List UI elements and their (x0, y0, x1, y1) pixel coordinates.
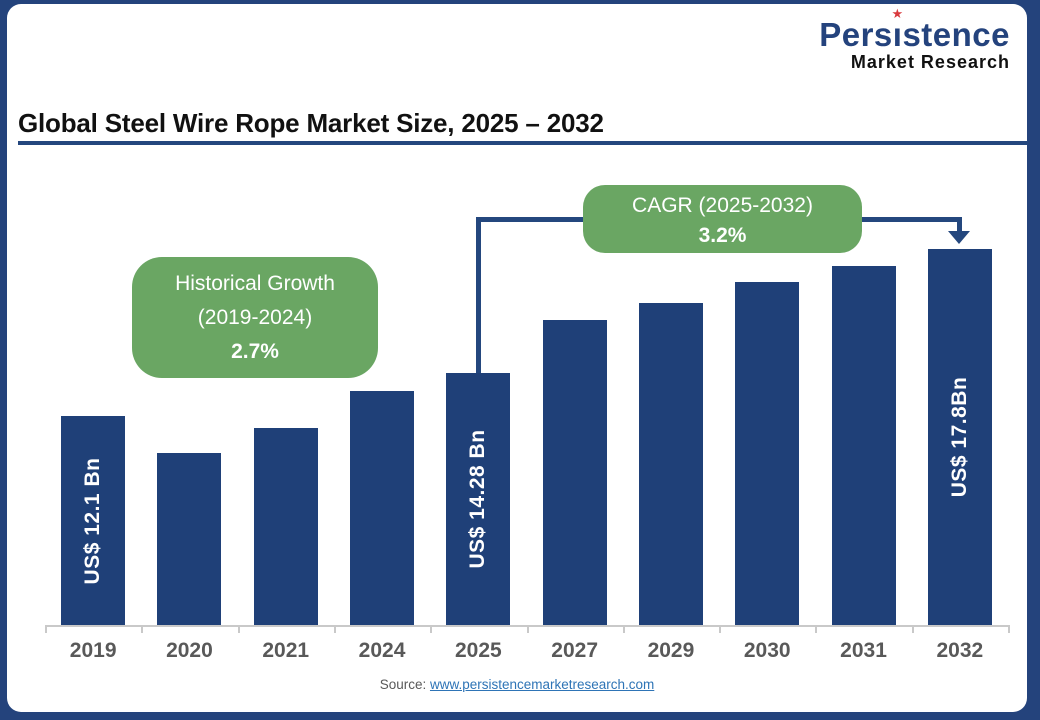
title-underline (18, 141, 1028, 145)
bar-value-label-2019: US$ 12.1 Bn (81, 457, 105, 584)
arrow-down-icon (948, 231, 970, 244)
year-label-2020: 2020 (166, 639, 213, 662)
brand-subtitle: Market Research (850, 52, 1010, 72)
x-axis-tick (622, 625, 625, 633)
historical-growth-value: 2.7% (231, 340, 279, 363)
bar-value-label-2025: US$ 14.28 Bn (466, 429, 490, 569)
bar-2032: US$ 17.8Bn (927, 249, 992, 625)
bar-2029 (638, 303, 703, 625)
historical-growth-line1: Historical Growth (175, 272, 335, 295)
bar-2021 (253, 428, 318, 625)
bar-value-label-2032: US$ 17.8Bn (947, 376, 971, 498)
x-axis-tick (911, 625, 914, 633)
historical-growth-line2: (2019-2024) (197, 306, 313, 329)
year-label-2021: 2021 (262, 639, 310, 662)
x-axis-tick (237, 625, 240, 633)
source-line: Source: www.persistencemarketresearch.co… (0, 677, 1034, 692)
x-axis-tick (719, 625, 722, 633)
x-axis-tick (333, 625, 336, 633)
year-label-2030: 2030 (743, 639, 791, 662)
star-icon: ★ (891, 6, 904, 21)
cagr-callout: CAGR (2025-2032) 3.2% (583, 185, 862, 253)
brand-logo: Pers ★ ıstence Market Research (819, 6, 1010, 72)
cagr-connector-left-vertical (476, 217, 481, 375)
year-label-2024: 2024 (358, 639, 406, 662)
cagr-value: 3.2% (698, 224, 747, 247)
x-axis-tick (141, 625, 144, 633)
bar-2020 (157, 453, 222, 625)
x-axis-tick (45, 625, 47, 633)
year-label-2027: 2027 (551, 639, 598, 662)
cagr-connector-right-vertical (957, 217, 962, 233)
year-label-2031: 2031 (840, 639, 887, 662)
bar-2030 (735, 282, 800, 625)
year-label-2025: 2025 (454, 639, 502, 662)
bar-2019: US$ 12.1 Bn (61, 416, 126, 625)
year-label-2032: 2032 (936, 639, 984, 662)
bar-2027 (542, 320, 607, 625)
x-axis-tick (815, 625, 818, 633)
source-prefix: Source: (379, 677, 430, 692)
cagr-line1: CAGR (2025-2032) (632, 194, 813, 217)
bar-2024 (350, 391, 415, 625)
year-label-2029: 2029 (647, 639, 695, 662)
x-axis-tick (526, 625, 529, 633)
year-label-2019: 2019 (69, 639, 117, 662)
historical-growth-callout: Historical Growth (2019-2024) 2.7% (132, 257, 378, 378)
x-axis-tick (1008, 625, 1010, 633)
brand-name: Pers ★ ıstence (819, 6, 1010, 53)
bar-2031 (831, 266, 896, 625)
source-link[interactable]: www.persistencemarketresearch.com (429, 677, 655, 692)
page-title: Global Steel Wire Rope Market Size, 2025… (18, 108, 604, 138)
bar-2025: US$ 14.28 Bn (446, 373, 511, 625)
x-axis-tick (430, 625, 433, 633)
